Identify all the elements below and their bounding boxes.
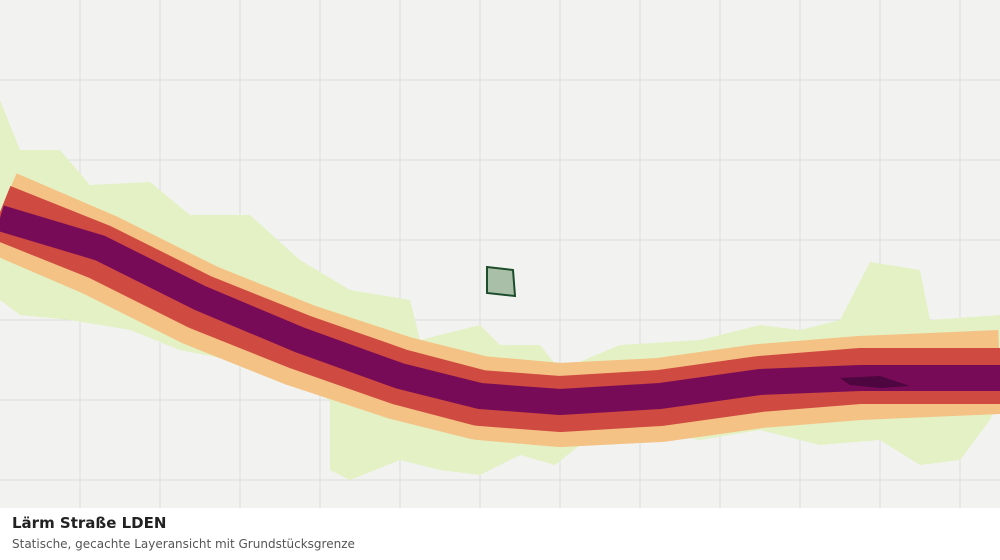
noise-zone-very-high	[0, 205, 1000, 415]
caption-panel: Lärm Straße LDEN Statische, gecachte Lay…	[0, 508, 1000, 560]
parcel-boundary	[486, 265, 517, 298]
layer-subtitle: Statische, gecachte Layeransicht mit Gru…	[12, 537, 355, 551]
map	[0, 0, 1000, 508]
noise-layer	[0, 100, 1000, 480]
noise-zone-extreme	[840, 376, 910, 388]
layer-title: Lärm Straße LDEN	[12, 514, 167, 532]
